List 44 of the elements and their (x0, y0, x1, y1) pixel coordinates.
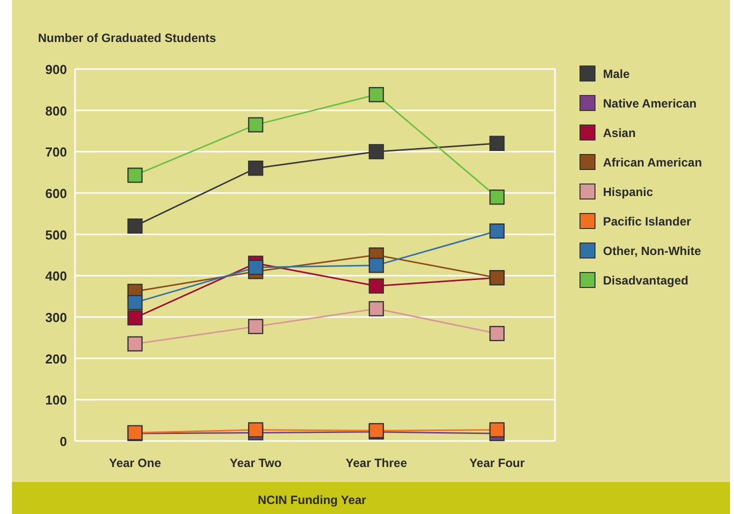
legend-label: Male (603, 67, 630, 81)
point (368, 144, 384, 160)
y-tick-label: 400 (45, 268, 67, 284)
point (489, 223, 505, 239)
x-tick-label: Year Two (230, 456, 282, 470)
legend-label: Asian (603, 126, 636, 140)
point (489, 422, 505, 438)
x-tick-label: Year Three (346, 456, 408, 470)
point (248, 422, 264, 438)
point (127, 336, 143, 352)
point (248, 117, 264, 132)
point (248, 318, 264, 334)
y-axis-title: Number of Graduated Students (38, 31, 216, 45)
y-tick-label: 600 (45, 186, 67, 201)
legend-label: Disadvantaged (603, 274, 688, 288)
x-axis-title: NCIN Funding Year (258, 493, 367, 507)
y-tick-label: 500 (45, 227, 67, 242)
point (248, 260, 264, 275)
legend-label: Native American (603, 96, 697, 110)
x-tick-label: Year Four (469, 456, 526, 470)
y-tick-label: 900 (45, 62, 67, 77)
point (127, 168, 143, 183)
point (489, 190, 505, 205)
point (248, 160, 264, 176)
point (368, 258, 384, 273)
point (489, 326, 505, 342)
point (127, 294, 143, 310)
x-tick-label: Year One (108, 456, 162, 470)
legend-label: African American (603, 156, 702, 170)
point (368, 301, 384, 316)
point (489, 136, 505, 151)
legend-label: Hispanic (603, 185, 654, 199)
point (368, 87, 384, 102)
point (368, 278, 384, 294)
point (127, 310, 143, 326)
y-tick-label: 700 (45, 144, 67, 160)
point (127, 218, 143, 234)
y-tick-label: 800 (45, 103, 67, 118)
y-tick-label: 0 (60, 434, 67, 449)
legend-label: Pacific Islander (603, 214, 692, 228)
y-tick-label: 200 (45, 351, 67, 366)
legend-label: Other, Non-White (603, 244, 702, 258)
y-tick-label: 100 (45, 392, 67, 408)
y-tick-label: 300 (45, 310, 67, 325)
